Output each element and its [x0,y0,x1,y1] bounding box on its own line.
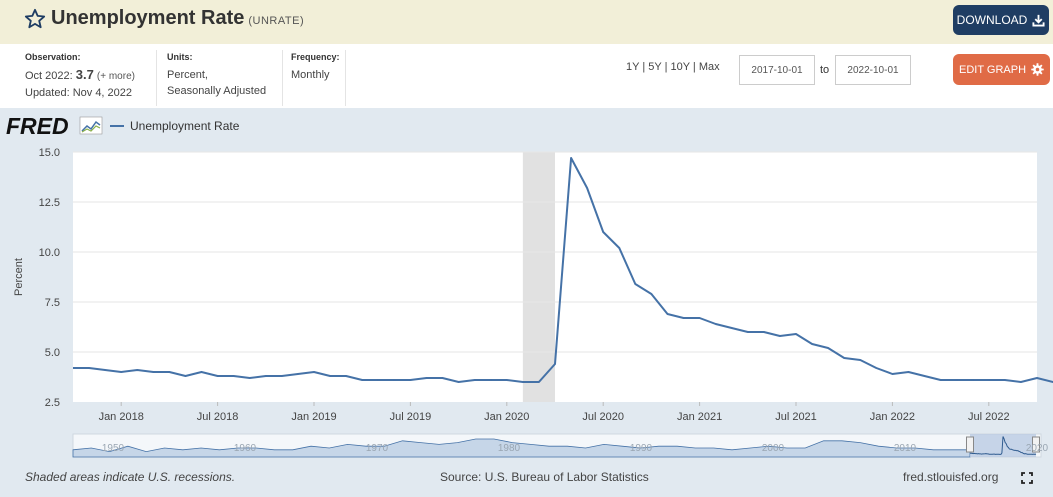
updated-date: Updated: Nov 4, 2022 [25,87,133,99]
range-1y[interactable]: 1Y [626,61,640,73]
range-10y[interactable]: 10Y [670,61,690,73]
star-outline-icon[interactable] [24,8,46,30]
end-date-input[interactable] [835,55,911,85]
units-line1: Percent, [167,69,208,81]
units-label: Units: [167,52,193,62]
graph-panel [0,108,1053,497]
observation-label: Observation: [25,52,81,62]
fred-logo: FRED [6,113,106,144]
units-line2: Seasonally Adjusted [167,85,267,97]
fred-url-link[interactable]: fred.stlouisfed.org [903,470,999,484]
download-button-label: DOWNLOAD [956,13,1028,27]
gear-icon [1031,63,1044,76]
edit-graph-label: EDIT GRAPH [958,63,1027,76]
svg-text:FRED: FRED [6,113,69,139]
series-id: (UNRATE) [248,15,305,27]
observation-block: Observation: Oct 2022: 3.7 (+ more) Upda… [25,52,135,101]
legend-line-swatch [110,125,124,127]
frequency-value: Monthly [291,69,330,81]
chart-legend[interactable]: Unemployment Rate [110,119,239,133]
more-link[interactable]: (+ more) [96,71,135,82]
page-title: Unemployment Rate (UNRATE) [51,7,305,29]
fullscreen-icon[interactable] [1021,472,1033,484]
download-icon [1032,14,1045,27]
divider [156,50,157,106]
recession-note: Shaded areas indicate U.S. recessions. [25,470,236,484]
range-5y[interactable]: 5Y [648,61,662,73]
start-date-input[interactable] [739,55,815,85]
divider [282,50,283,106]
info-bar: Observation: Oct 2022: 3.7 (+ more) Upda… [0,44,1053,108]
download-button[interactable]: DOWNLOAD [953,5,1049,35]
observation-value-line: Oct 2022: 3.7 (+ more) [25,67,135,85]
legend-label: Unemployment Rate [130,119,240,133]
frequency-label: Frequency: [291,52,340,62]
range-selector: 1Y | 5Y | 10Y | Max [626,61,720,73]
observation-value: 3.7 [75,67,94,82]
source-text[interactable]: Source: U.S. Bureau of Labor Statistics [440,470,649,484]
observation-date: Oct 2022: [25,70,73,82]
title-bar: Unemployment Rate (UNRATE) DOWNLOAD [0,0,1053,44]
units-block: Units: Percent, Seasonally Adjusted [167,52,266,99]
edit-graph-button[interactable]: EDIT GRAPH [953,54,1050,85]
range-max[interactable]: Max [698,61,720,73]
frequency-block: Frequency: Monthly [291,52,340,83]
divider [345,50,346,106]
to-label: to [820,64,830,76]
